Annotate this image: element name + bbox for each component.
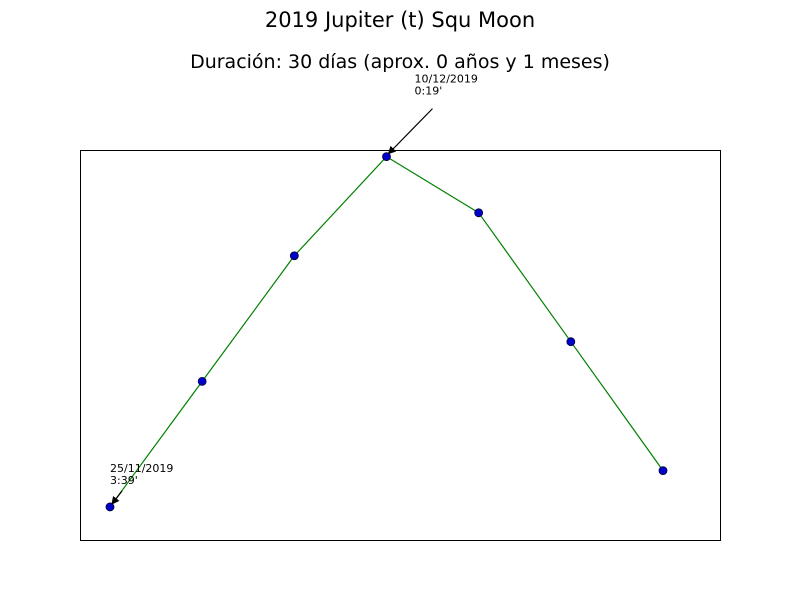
series-line-segment [109,381,203,508]
series-line-segment [478,212,572,343]
data-point [105,502,115,512]
chart-title: 2019 Jupiter (t) Squ Moon [264,8,536,32]
data-point [197,376,207,386]
plot-area-frame [80,150,721,541]
data-point [658,466,668,475]
annotation-date: 10/12/2019 [415,73,478,86]
series-line-segment [570,341,664,471]
data-point [566,337,576,347]
annotation-time: 0:19' [415,85,443,98]
annotation-date: 25/11/2019 [110,462,173,475]
chart-subtitle: Duración: 30 días (aprox. 0 años y 1 mes… [190,51,610,73]
annotation-arrow [387,108,433,155]
series-line-segment [201,255,295,382]
annotation-arrow [111,490,123,505]
annotation-time: 3:39' [110,474,138,487]
data-point [474,208,484,218]
data-point [289,251,299,261]
series-line-segment [293,156,387,257]
series-line-segment [386,156,479,214]
data-point [382,152,391,162]
